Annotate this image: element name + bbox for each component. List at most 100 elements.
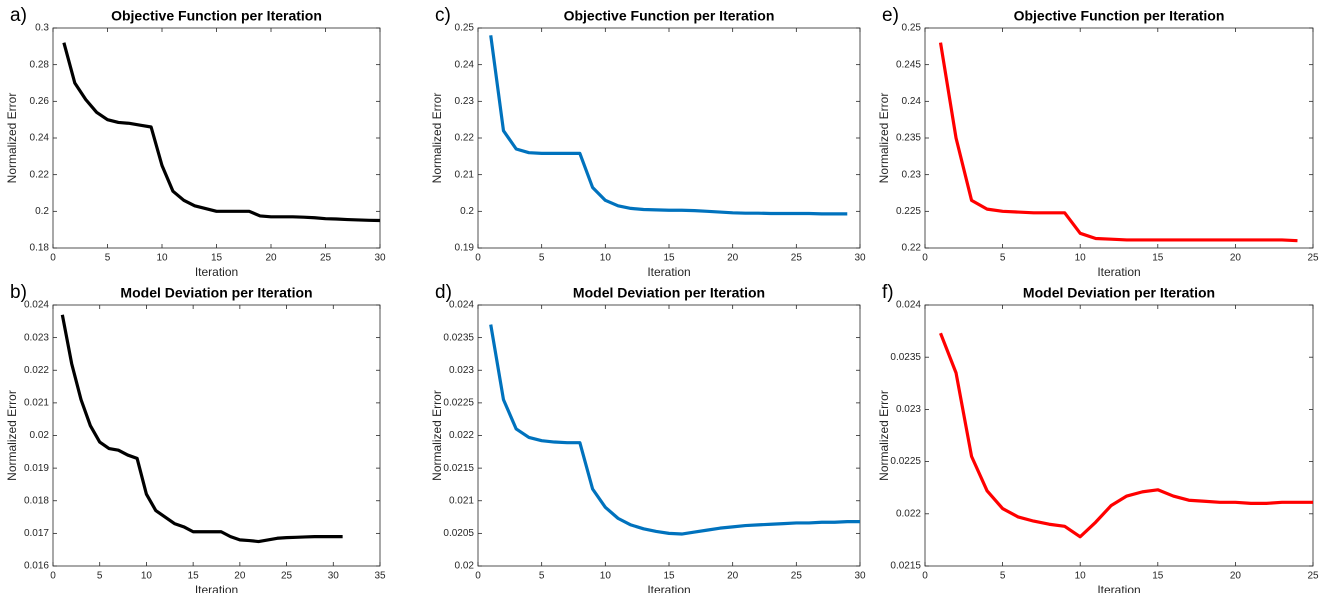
y-tick-label: 0.0215 [890,561,921,572]
x-tick-label: 25 [791,253,803,264]
y-tick-label: 0.0205 [443,528,474,539]
x-tick-label: 25 [1307,253,1319,264]
x-axis-label: Iteration [195,583,238,593]
data-line [62,42,381,223]
y-tick-label: 0.021 [449,495,474,506]
x-axis-label: Iteration [195,265,238,279]
y-tick-label: 0.016 [24,561,49,572]
x-tick-label: 15 [663,571,675,582]
y-axis-label: Normalized Error [5,390,19,481]
y-tick-label: 0.25 [902,23,922,34]
y-tick-label: 0.017 [24,528,49,539]
chart-title: Objective Function per Iteration [564,8,775,24]
x-tick-label: 30 [374,253,386,264]
y-tick-label: 0.019 [24,463,49,474]
y-tick-label: 0.022 [24,365,49,376]
x-tick-label: 5 [539,571,545,582]
x-tick-label: 20 [727,571,739,582]
y-tick-label: 0.24 [455,59,475,70]
x-axis-label: Iteration [1097,265,1140,279]
x-tick-label: 25 [320,253,332,264]
x-tick-label: 20 [1230,571,1242,582]
x-tick-label: 5 [97,571,103,582]
y-axis-label: Normalized Error [5,93,19,184]
x-tick-label: 10 [141,571,153,582]
x-tick-label: 20 [234,571,246,582]
axes-box [477,304,861,567]
y-tick-label: 0.28 [30,59,50,70]
chart-title: Model Deviation per Iteration [573,285,765,301]
y-tick-label: 0.02 [30,430,50,441]
x-tick-label: 15 [663,253,675,264]
y-tick-label: 0.023 [24,332,49,343]
y-tick-label: 0.26 [30,96,50,107]
x-tick-label: 10 [1075,571,1087,582]
chart-title: Model Deviation per Iteration [1023,285,1215,301]
x-tick-label: 5 [105,253,111,264]
y-tick-label: 0.3 [35,23,49,34]
y-tick-label: 0.022 [896,508,921,519]
y-tick-label: 0.0235 [443,332,474,343]
x-tick-label: 5 [1000,253,1006,264]
y-axis-label: Normalized Error [877,390,891,481]
y-tick-label: 0.0235 [890,352,921,363]
axes-box [924,304,1314,567]
axes-box [52,304,381,567]
x-tick-label: 0 [475,571,481,582]
x-tick-label: 25 [1307,571,1319,582]
axes-box [924,27,1314,249]
x-tick-label: 0 [475,253,481,264]
data-line [489,35,848,216]
x-tick-label: 10 [600,571,612,582]
y-tick-label: 0.18 [30,243,50,254]
panel-label: f) [882,282,894,303]
data-line [939,332,1313,539]
y-axis-label: Normalized Error [430,93,444,184]
chart-title: Objective Function per Iteration [1014,8,1225,24]
x-tick-label: 35 [374,571,386,582]
y-tick-label: 0.023 [896,404,921,415]
y-tick-label: 0.24 [30,133,50,144]
y-tick-label: 0.024 [24,300,49,311]
chart-title: Objective Function per Iteration [111,8,322,24]
x-axis-label: Iteration [647,583,690,593]
y-tick-label: 0.225 [896,206,921,217]
y-tick-label: 0.022 [449,430,474,441]
x-tick-label: 25 [281,571,293,582]
x-tick-label: 30 [854,253,866,264]
y-tick-label: 0.0225 [443,398,474,409]
y-tick-label: 0.0225 [890,456,921,467]
y-tick-label: 0.24 [902,96,922,107]
y-tick-label: 0.018 [24,495,49,506]
chart-title: Model Deviation per Iteration [120,285,312,301]
y-tick-label: 0.21 [455,169,475,180]
y-axis-label: Normalized Error [430,390,444,481]
panel-label: a) [10,5,27,26]
data-line [489,324,860,536]
x-tick-label: 15 [188,571,200,582]
x-tick-label: 10 [156,253,168,264]
x-tick-label: 0 [922,253,928,264]
x-tick-label: 30 [328,571,340,582]
panel-label: e) [882,5,899,26]
y-tick-label: 0.2 [35,206,49,217]
x-tick-label: 25 [791,571,803,582]
x-tick-label: 15 [1152,253,1164,264]
panel-label: c) [435,5,451,26]
y-tick-label: 0.22 [30,169,50,180]
y-tick-label: 0.22 [455,133,475,144]
panel-label: d) [435,282,452,303]
y-tick-label: 0.245 [896,59,921,70]
y-tick-label: 0.023 [449,365,474,376]
x-tick-label: 5 [1000,571,1006,582]
x-tick-label: 20 [1230,253,1242,264]
y-tick-label: 0.19 [455,243,475,254]
axes-box [52,27,381,249]
x-tick-label: 10 [600,253,612,264]
y-tick-label: 0.02 [455,561,475,572]
y-tick-label: 0.25 [455,23,475,34]
x-tick-label: 10 [1075,253,1087,264]
x-axis-label: Iteration [1097,583,1140,593]
panel-label: b) [10,282,27,303]
x-tick-label: 0 [50,253,56,264]
